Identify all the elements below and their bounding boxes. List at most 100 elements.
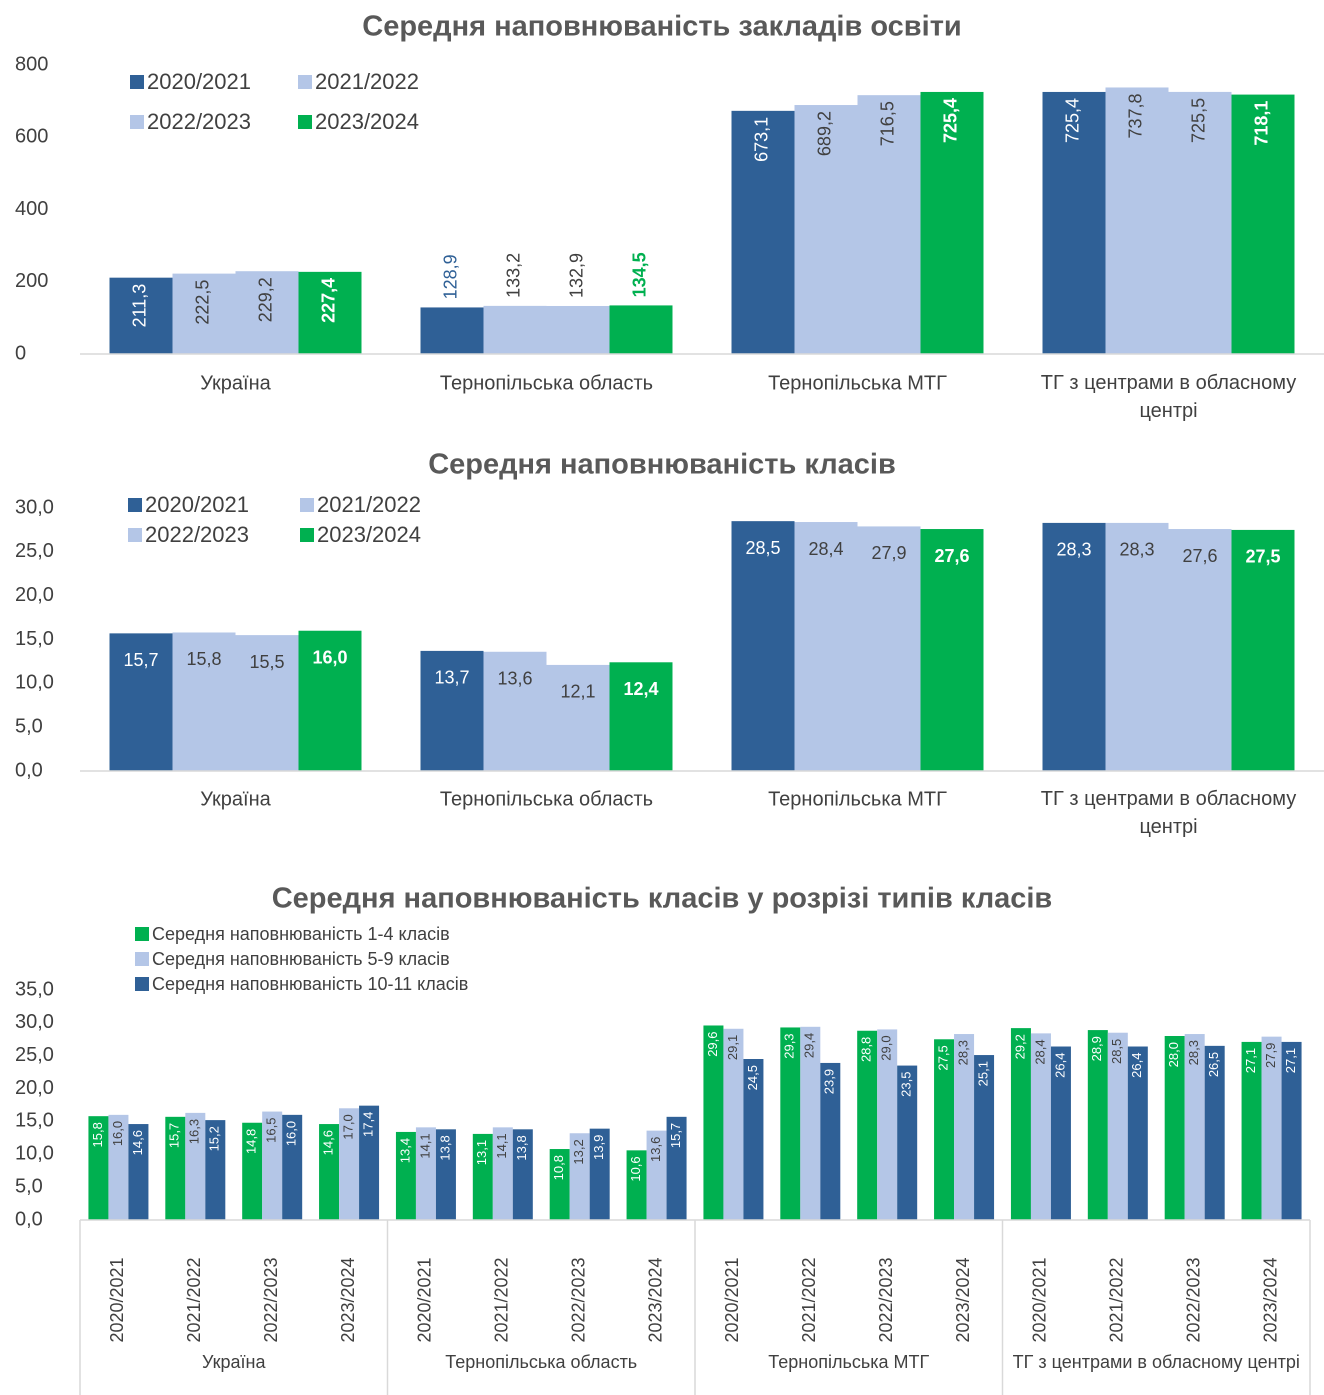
value-label: 13,6 [648, 1137, 663, 1162]
value-label: 132,9 [567, 253, 587, 298]
value-label: 15,7 [123, 650, 158, 670]
x-tick-label: 2021/2022 [1107, 1257, 1127, 1342]
bar [435, 1129, 456, 1220]
bar [723, 1028, 744, 1220]
y-tick-label: 0,0 [15, 759, 43, 781]
value-label: 16,3 [187, 1119, 202, 1144]
bar [800, 1026, 821, 1220]
value-label: 13,8 [514, 1135, 529, 1160]
group-label: Тернопільська МТГ [768, 1352, 929, 1372]
bar [319, 1124, 340, 1220]
bar [109, 633, 173, 771]
value-label: 725,5 [1189, 98, 1209, 143]
value-label: 16,0 [284, 1121, 299, 1146]
bar [666, 1116, 687, 1220]
chart-title: Середня наповнюваність класів у розрізі … [272, 883, 1053, 915]
legend-swatch [300, 528, 314, 542]
value-label: 229,2 [256, 277, 276, 322]
y-tick-label: 30,0 [15, 1011, 54, 1033]
x-tick-label: Тернопільська область [440, 372, 653, 394]
x-tick-label: Тернопільська область [440, 788, 653, 810]
value-label: 27,9 [871, 543, 906, 563]
bar [743, 1059, 764, 1220]
bar [609, 662, 673, 771]
bar [974, 1055, 995, 1220]
y-tick-label: 20,0 [15, 584, 54, 606]
x-tick-label: ТГ з центрами в обласному центрі [1041, 372, 1296, 422]
bar [1231, 529, 1295, 771]
value-label: 718,1 [1252, 101, 1272, 146]
x-tick-label: 2020/2021 [415, 1257, 435, 1342]
label-line: ТГ з центрами в обласному [1041, 372, 1296, 394]
value-label: 28,4 [808, 539, 843, 559]
legend-label: 2022/2023 [145, 522, 249, 547]
value-label: 13,6 [497, 669, 532, 689]
value-label: 14,8 [244, 1129, 259, 1154]
group-label: Тернопільська область [445, 1352, 637, 1372]
bar [857, 526, 921, 771]
bar [569, 1133, 590, 1220]
bar [235, 635, 299, 771]
bar [298, 271, 362, 354]
bar [298, 630, 362, 771]
value-label: 222,5 [193, 280, 213, 325]
bar [794, 522, 858, 771]
x-tick-label: Тернопільська МТГ [768, 788, 947, 810]
bar [88, 1116, 109, 1220]
value-label: 13,9 [591, 1135, 606, 1160]
value-label: 17,4 [361, 1112, 376, 1137]
bar [780, 1027, 801, 1220]
value-label: 27,1 [1283, 1048, 1298, 1073]
y-tick-label: 10,0 [15, 1143, 54, 1165]
x-tick-label: 2021/2022 [184, 1257, 204, 1342]
bar [420, 650, 484, 771]
bar [731, 110, 795, 355]
group-label: Україна [202, 1352, 266, 1372]
bar [282, 1114, 303, 1220]
value-label: 10,8 [551, 1155, 566, 1180]
chart-title: Середня наповнюваність класів [428, 449, 896, 481]
bar [546, 664, 610, 771]
value-label: 13,1 [474, 1140, 489, 1165]
x-tick-label: 2022/2023 [568, 1257, 588, 1342]
y-tick-label: 10,0 [15, 672, 54, 694]
x-tick-label: Україна [200, 372, 271, 394]
bar [703, 1025, 724, 1220]
bar [128, 1124, 149, 1220]
bar [235, 271, 299, 354]
value-label: 28,3 [1186, 1040, 1201, 1065]
value-label: 28,3 [1056, 540, 1091, 560]
legend-swatch [135, 977, 149, 991]
value-label: 16,0 [110, 1121, 125, 1146]
y-tick-label: 5,0 [15, 1175, 43, 1197]
bar [472, 1133, 493, 1220]
value-label: 28,4 [1032, 1039, 1047, 1064]
y-tick-label: 30,0 [15, 496, 54, 518]
x-tick-label: Україна [200, 788, 271, 810]
value-label: 27,5 [936, 1045, 951, 1070]
group-label: ТГ з центрами в обласному центрі [1013, 1352, 1300, 1372]
bar [920, 91, 984, 354]
legend-swatch [135, 927, 149, 941]
bar [794, 105, 858, 355]
bar [857, 95, 921, 355]
bar [339, 1108, 360, 1220]
bar [1105, 522, 1169, 771]
y-tick-label: 15,0 [15, 628, 54, 650]
value-label: 13,7 [434, 668, 469, 688]
x-tick-label: 2023/2024 [645, 1257, 665, 1342]
y-tick-label: 0 [15, 342, 26, 364]
value-label: 689,2 [815, 111, 835, 156]
value-label: 29,1 [725, 1035, 740, 1060]
x-tick-label: 2023/2024 [338, 1257, 358, 1342]
value-label: 14,6 [321, 1130, 336, 1155]
y-tick-label: 5,0 [15, 715, 43, 737]
value-label: 673,1 [752, 117, 772, 162]
value-label: 15,8 [186, 649, 221, 669]
value-label: 12,4 [623, 679, 658, 699]
legend-label: 2020/2021 [145, 492, 249, 517]
bar [546, 305, 610, 354]
value-label: 16,0 [312, 647, 347, 667]
value-label: 12,1 [560, 682, 595, 702]
